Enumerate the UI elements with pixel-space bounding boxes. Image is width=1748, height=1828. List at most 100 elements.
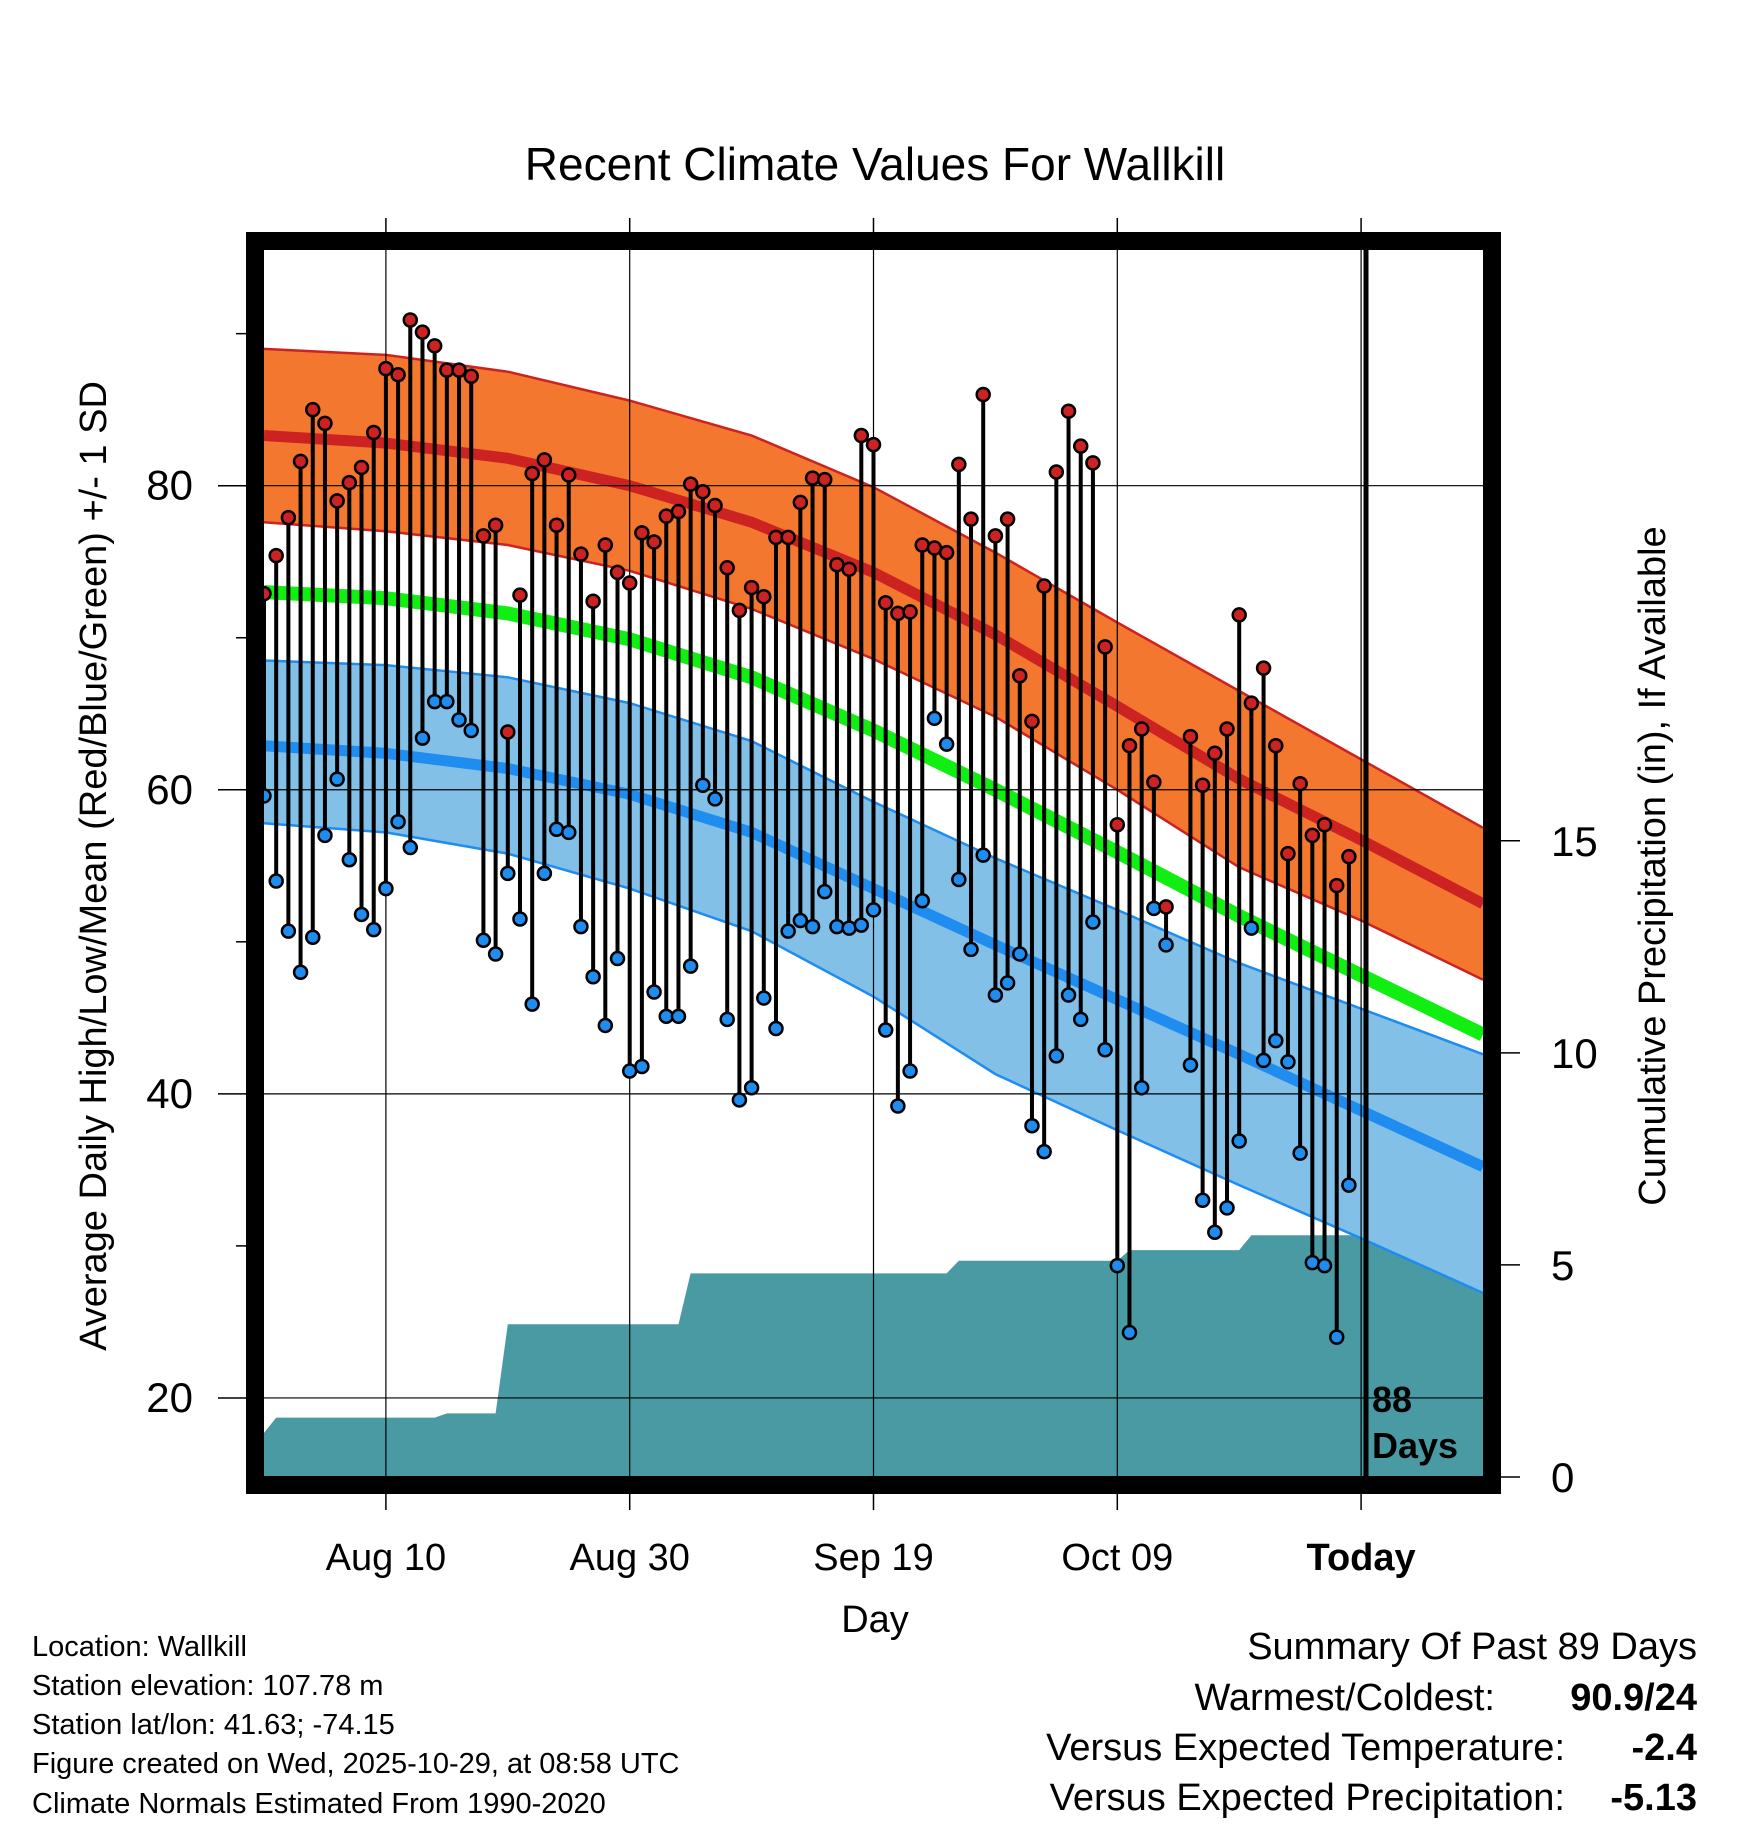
daily-high-point	[890, 605, 906, 622]
daily-high-point	[743, 579, 760, 596]
daily-high-point	[426, 338, 443, 354]
daily-high-point	[1328, 877, 1345, 894]
daily-low-point	[877, 1022, 894, 1038]
daily-high-point	[1133, 721, 1150, 737]
daily-high-point	[353, 459, 370, 476]
x-tick-label: Aug 30	[569, 1537, 689, 1579]
daily-low-point	[402, 839, 419, 856]
daily-low-point	[329, 771, 345, 787]
daily-high-point	[317, 415, 333, 432]
y2-tick-label: 0	[1551, 1454, 1574, 1501]
daily-high-point	[512, 587, 528, 603]
daily-low-point	[1194, 1192, 1211, 1209]
daily-low-point	[1060, 987, 1077, 1003]
daily-low-point	[585, 969, 601, 985]
daily-high-point	[1182, 728, 1199, 745]
daily-high-point	[1243, 695, 1260, 711]
daily-values	[262, 312, 1357, 1345]
daily-low-point	[682, 958, 699, 974]
daily-low-point	[1024, 1118, 1040, 1134]
daily-low-point	[548, 821, 565, 838]
daily-low-point	[390, 813, 406, 830]
daily-high-point	[634, 525, 650, 541]
daily-high-point	[378, 360, 394, 377]
daily-low-point	[914, 893, 931, 909]
daily-high-point	[500, 724, 516, 740]
daily-low-point	[524, 996, 540, 1012]
daily-low-point	[634, 1058, 650, 1075]
daily-low-point	[1048, 1048, 1065, 1064]
y2-axis-label: Cumulative Precipitation (in), If Availa…	[1632, 526, 1674, 1205]
daily-high-point	[1072, 438, 1089, 454]
summary-warm-cold-label: Warmest/Coldest:	[1194, 1677, 1495, 1719]
daily-high-point	[451, 362, 467, 378]
daily-high-point	[914, 537, 931, 553]
daily-low-point	[963, 941, 979, 958]
daily-high-point	[865, 436, 882, 453]
daily-low-point	[792, 912, 809, 929]
daily-low-point	[512, 911, 528, 927]
daily-high-point	[963, 511, 979, 527]
daily-high-point	[1085, 455, 1101, 471]
daily-low-point	[670, 1008, 687, 1025]
daily-high-point	[804, 470, 821, 486]
daily-low-point	[1304, 1254, 1321, 1271]
axes: Aug 10 Aug 30 Sep 19 Oct 09 Today 20 40 60 80 0 5 1…	[146, 218, 1598, 1579]
daily-low-point	[938, 736, 955, 752]
daily-high-point	[719, 560, 735, 576]
daily-low-point	[841, 920, 857, 936]
daily-high-point	[1097, 639, 1113, 655]
daily-high-point	[646, 534, 662, 550]
daily-high-point	[524, 465, 540, 482]
daily-high-point	[1231, 607, 1247, 623]
daily-high-point	[1012, 668, 1028, 684]
y2-tick-label: 5	[1551, 1242, 1574, 1289]
daily-high-point	[1219, 721, 1235, 737]
y2-tick-label: 10	[1551, 1030, 1598, 1077]
x-tick-label: Aug 10	[326, 1537, 446, 1579]
daily-low-point	[902, 1063, 918, 1079]
daily-low-point	[1036, 1143, 1052, 1160]
daily-high-point	[670, 503, 687, 520]
summary-title: Summary Of Past 89 Days	[1247, 1626, 1697, 1668]
daily-low-point	[1207, 1224, 1223, 1240]
summary-precip-label: Versus Expected Precipitation:	[1050, 1777, 1565, 1819]
daily-low-point	[646, 984, 662, 1000]
footer-info: Location: Wallkill Station elevation: 10…	[32, 1631, 680, 1820]
y-axis-label: Average Daily High/Low/Mean (Red/Blue/Gr…	[73, 381, 115, 1351]
daily-low-point	[780, 923, 796, 939]
daily-low-point	[1012, 946, 1028, 962]
footer-latlon: Station lat/lon: 41.63; -74.15	[32, 1709, 395, 1741]
daily-low-point	[439, 693, 455, 710]
daily-low-point	[1146, 900, 1162, 917]
daily-high-point	[585, 593, 601, 610]
chart-title: Recent Climate Values For Wallkill	[525, 138, 1225, 190]
daily-high-point	[463, 368, 479, 384]
summary-warm-cold-value: 90.9/24	[1570, 1677, 1697, 1719]
daily-low-point	[414, 730, 431, 746]
daily-low-point	[1121, 1324, 1138, 1341]
daily-low-point	[890, 1098, 906, 1114]
daily-low-point	[475, 932, 492, 949]
daily-low-point	[280, 923, 297, 939]
daily-low-point	[1158, 937, 1174, 953]
daily-high-point	[999, 511, 1016, 527]
daily-low-point	[487, 946, 504, 962]
daily-high-point	[1158, 899, 1174, 915]
daily-low-point	[463, 722, 479, 739]
daily-high-point	[268, 547, 284, 564]
daily-high-point	[780, 529, 796, 546]
daily-low-point	[1268, 1032, 1284, 1049]
daily-low-point	[707, 791, 723, 807]
daily-low-point	[829, 918, 845, 935]
summary-temp-value: -2.4	[1632, 1727, 1697, 1769]
daily-low-point	[1280, 1054, 1296, 1070]
daily-high-point	[1024, 713, 1040, 730]
x-tick-label: Today	[1307, 1537, 1416, 1579]
daily-low-point	[317, 827, 333, 844]
daily-low-point	[500, 865, 516, 882]
daily-high-point	[1268, 737, 1284, 754]
daily-low-point	[378, 880, 394, 897]
footer-location: Location: Wallkill	[32, 1631, 247, 1663]
